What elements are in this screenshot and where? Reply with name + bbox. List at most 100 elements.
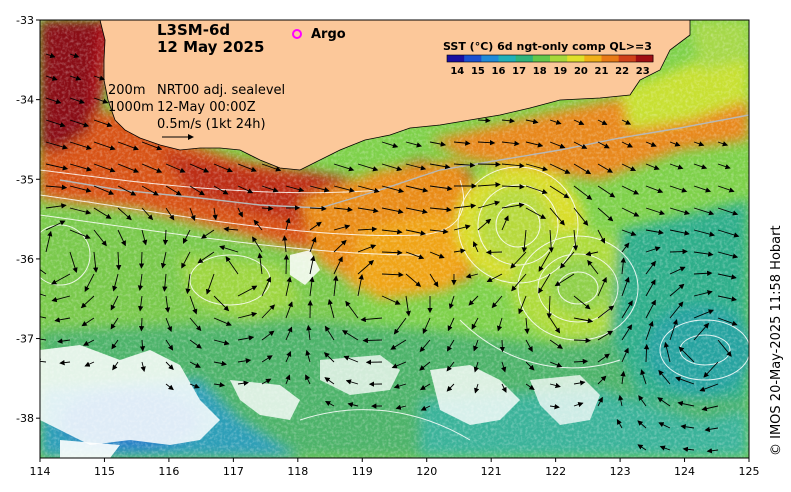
current-arrow — [621, 242, 630, 253]
current-arrow — [111, 339, 119, 350]
current-arrow — [51, 273, 71, 285]
current-arrow — [333, 206, 353, 213]
current-arrow — [333, 275, 339, 297]
current-arrow — [405, 295, 411, 317]
x-tick-label: 123 — [610, 465, 631, 478]
current-arrow — [93, 207, 112, 219]
current-arrow — [395, 404, 407, 410]
colorbar-segment — [584, 55, 602, 62]
current-arrow — [477, 200, 501, 209]
current-arrow — [84, 361, 95, 367]
current-arrow — [357, 226, 378, 232]
current-arrow — [309, 221, 322, 231]
current-arrow — [549, 207, 565, 226]
colorbar-tick-label: 21 — [595, 66, 609, 77]
current-arrow — [693, 141, 705, 147]
current-arrow — [45, 163, 69, 171]
current-arrow — [621, 229, 637, 236]
y-tick-label: -38 — [16, 412, 34, 425]
current-arrow — [453, 162, 476, 168]
current-arrow — [69, 229, 91, 239]
current-arrow — [597, 396, 603, 407]
current-arrow — [165, 339, 174, 351]
current-arrow — [257, 252, 263, 275]
argo-label: Argo — [311, 27, 346, 42]
current-arrow — [162, 273, 168, 292]
current-arrow — [645, 260, 656, 275]
current-arrow — [45, 141, 68, 150]
current-arrow — [429, 273, 439, 288]
current-arrow — [621, 119, 632, 125]
current-arrow — [405, 207, 428, 215]
current-arrow — [165, 317, 173, 333]
current-arrow — [597, 163, 613, 173]
current-arrow — [165, 207, 175, 221]
current-arrow — [189, 361, 201, 368]
current-arrow — [261, 304, 276, 319]
current-arrow — [477, 218, 492, 231]
current-arrow — [391, 361, 407, 369]
current-arrow — [381, 229, 403, 235]
current-arrow — [446, 361, 455, 372]
current-arrow — [405, 251, 425, 260]
current-arrow — [189, 339, 202, 349]
current-arrow — [637, 444, 647, 451]
current-arrow — [621, 185, 640, 195]
current-arrow — [405, 229, 426, 236]
current-arrow — [453, 140, 471, 146]
current-arrow — [525, 207, 547, 219]
current-arrow — [405, 185, 429, 193]
current-arrow — [501, 184, 525, 190]
current-arrow — [40, 316, 47, 319]
current-arrow — [162, 229, 169, 246]
colorbar-segment — [464, 55, 482, 62]
current-arrow — [282, 235, 288, 253]
current-arrow — [138, 317, 145, 332]
current-arrow — [393, 383, 407, 389]
product-title: L3SM-6d — [157, 21, 230, 39]
current-arrow — [93, 163, 116, 173]
current-arrow — [422, 317, 431, 335]
colorbar-segment — [618, 55, 637, 62]
current-arrow — [189, 207, 196, 221]
current-arrow — [447, 317, 455, 332]
current-arrow — [357, 274, 364, 297]
current-arrow — [164, 295, 171, 313]
current-arrow — [717, 229, 740, 238]
current-arrow — [309, 255, 316, 275]
colorbar-tick-label: 19 — [553, 66, 567, 77]
current-arrow — [501, 383, 507, 393]
current-arrow — [620, 257, 626, 275]
current-arrow — [573, 207, 589, 226]
current-arrow — [453, 248, 466, 254]
current-arrow — [381, 141, 399, 149]
current-arrow — [597, 229, 606, 244]
current-arrow — [45, 52, 56, 59]
current-arrow — [141, 141, 163, 151]
current-arrow — [472, 241, 479, 253]
y-tick-label: -33 — [16, 14, 34, 27]
current-arrow — [347, 402, 359, 408]
current-arrow — [189, 317, 202, 332]
current-arrow — [645, 185, 664, 194]
x-tick-label: 118 — [287, 465, 308, 478]
x-tick-label: 117 — [223, 465, 244, 478]
current-arrow — [474, 383, 480, 394]
current-arrow — [573, 401, 584, 408]
current-arrow — [429, 251, 445, 259]
colorbar-segment — [550, 55, 568, 62]
current-arrow — [597, 375, 607, 385]
current-arrow — [573, 185, 593, 200]
current-arrow — [453, 224, 471, 231]
current-arrow — [573, 119, 585, 125]
current-arrow — [219, 245, 239, 253]
colorbar-tick-label: 17 — [512, 66, 526, 77]
current-arrow — [677, 400, 695, 407]
current-arrow — [645, 320, 654, 341]
current-arrow — [554, 273, 575, 287]
current-arrow — [69, 163, 92, 172]
current-arrow — [477, 182, 501, 188]
current-arrow — [200, 229, 215, 239]
current-arrow — [597, 185, 616, 198]
current-arrow — [693, 290, 713, 297]
